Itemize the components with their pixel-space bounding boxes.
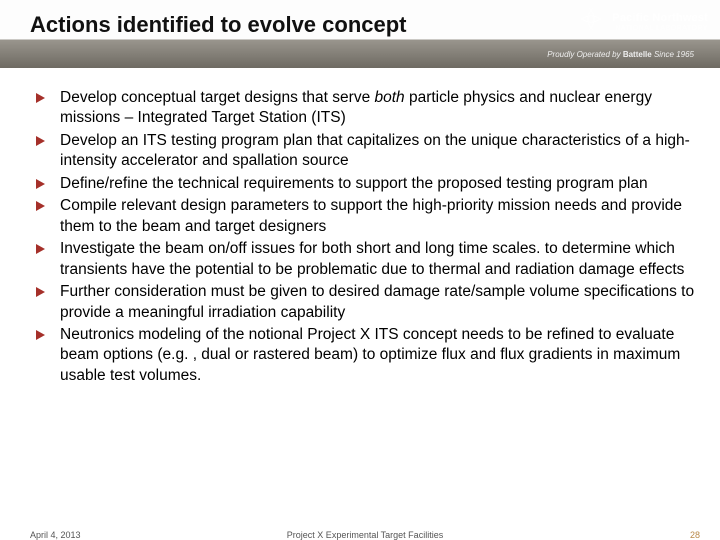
bullet-text: Investigate the beam on/off issues for b… bbox=[60, 240, 684, 277]
list-item: Develop conceptual target designs that s… bbox=[36, 88, 696, 129]
bullet-text: Compile relevant design parameters to su… bbox=[60, 197, 682, 234]
slide: Actions identified to evolve concept Pac… bbox=[0, 0, 720, 540]
page-number: 28 bbox=[690, 530, 700, 540]
bullet-text: Further consideration must be given to d… bbox=[60, 283, 694, 320]
bullet-emph: both bbox=[375, 89, 405, 106]
lab-logo-text: Pacific Northwest NATIONAL LABORATORY bbox=[612, 12, 708, 32]
tagline-suffix: Since 1965 bbox=[652, 50, 694, 59]
bullet-text: Develop an ITS testing program plan that… bbox=[60, 132, 690, 169]
lab-logo-block: Pacific Northwest NATIONAL LABORATORY Pr… bbox=[538, 6, 708, 37]
bullet-text: Define/refine the technical requirements… bbox=[60, 175, 648, 192]
lab-logo-icon bbox=[578, 6, 604, 37]
footer-title: Project X Experimental Target Facilities bbox=[287, 530, 443, 540]
list-item: Develop an ITS testing program plan that… bbox=[36, 131, 696, 172]
lab-subtitle: NATIONAL LABORATORY bbox=[612, 25, 708, 32]
tagline-prefix: Proudly Operated by bbox=[547, 50, 623, 59]
bullet-text: Neutronics modeling of the notional Proj… bbox=[60, 326, 680, 384]
list-item: Compile relevant design parameters to su… bbox=[36, 196, 696, 237]
bullet-text: Develop conceptual target designs that s… bbox=[60, 89, 375, 106]
list-item: Investigate the beam on/off issues for b… bbox=[36, 239, 696, 280]
slide-body: Develop conceptual target designs that s… bbox=[36, 88, 696, 388]
footer-date: April 4, 2013 bbox=[30, 530, 81, 540]
bullet-list: Develop conceptual target designs that s… bbox=[36, 88, 696, 386]
list-item: Neutronics modeling of the notional Proj… bbox=[36, 325, 696, 386]
list-item: Define/refine the technical requirements… bbox=[36, 174, 696, 194]
slide-header: Actions identified to evolve concept Pac… bbox=[0, 0, 720, 68]
lab-name: Pacific Northwest bbox=[612, 12, 708, 24]
tagline-bold: Battelle bbox=[623, 50, 652, 59]
lab-tagline: Proudly Operated by Battelle Since 1965 bbox=[547, 50, 694, 59]
slide-title: Actions identified to evolve concept bbox=[30, 12, 407, 38]
list-item: Further consideration must be given to d… bbox=[36, 282, 696, 323]
